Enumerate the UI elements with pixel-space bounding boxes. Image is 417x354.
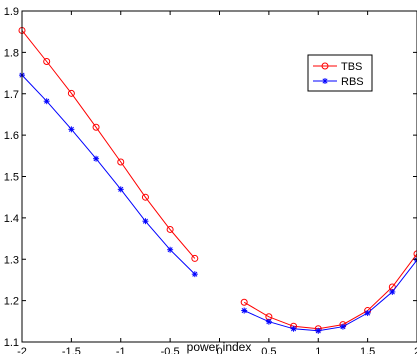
y-tick-label: 1.3 <box>4 254 19 266</box>
data-point-rbs <box>167 246 174 253</box>
ticks-layer: -2 -1.5 -1 -0.5 0 0.5 1 1.5 2 1.1 1.2 1.3 1.4 1.5 1.6 1… <box>4 6 417 354</box>
data-point-tbs <box>141 193 149 201</box>
data-point-tbs <box>240 298 248 306</box>
x-tick-label: 0 <box>216 346 222 354</box>
data-point-rbs <box>290 325 297 332</box>
x-tick-label: -0.5 <box>161 346 180 354</box>
data-point-rbs <box>389 288 396 295</box>
legend-entry-rbs: RBS <box>313 76 364 88</box>
x-tick-label: 1 <box>315 346 321 354</box>
data-point-rbs <box>68 126 75 133</box>
y-tick-label: 1.2 <box>4 296 19 308</box>
data-point-tbs <box>117 158 125 166</box>
x-tick-label: -1.5 <box>62 346 81 354</box>
legend-label-rbs: RBS <box>341 76 364 88</box>
data-point-rbs <box>265 318 272 325</box>
data-point-tbs <box>166 225 174 233</box>
legend-box <box>307 54 373 92</box>
data-point-rbs <box>315 327 322 334</box>
data-point-rbs <box>117 186 124 193</box>
legend-marker-tbs <box>321 62 329 70</box>
data-point-tbs <box>191 254 199 262</box>
y-tick-label: 1.6 <box>4 130 19 142</box>
y-tick-label: 1.1 <box>4 337 19 349</box>
series-line-rbs <box>243 259 417 332</box>
x-axis-label: power index <box>187 340 252 354</box>
x-tick-label: 2 <box>414 346 417 354</box>
data-point-rbs <box>241 307 248 314</box>
data-point-rbs <box>191 271 198 278</box>
x-tick-label: -2 <box>17 346 27 354</box>
x-tick-label: 1.5 <box>360 346 375 354</box>
data-point-tbs <box>43 57 51 65</box>
data-point-tbs <box>92 123 100 131</box>
data-point-rbs <box>43 98 50 105</box>
y-tick-label: 1.4 <box>4 213 19 225</box>
y-tick-label: 1.8 <box>4 47 19 59</box>
data-point-rbs <box>93 155 100 162</box>
y-tick-label: 1.7 <box>4 89 19 101</box>
series-line-tbs <box>21 30 196 259</box>
x-tick-label: 0.5 <box>261 346 276 354</box>
y-tick-label: 1.5 <box>4 172 19 184</box>
data-point-tbs <box>67 89 75 97</box>
data-point-rbs <box>339 323 346 330</box>
data-point-tbs <box>413 250 417 258</box>
legend: TBS RBS <box>307 54 373 92</box>
series-line-rbs <box>21 74 196 275</box>
legend-label-tbs: TBS <box>341 61 362 73</box>
data-point-rbs <box>142 218 149 225</box>
x-tick-label: -1 <box>116 346 126 354</box>
data-point-rbs <box>364 310 371 317</box>
legend-marker-rbs <box>322 78 328 84</box>
legend-entry-tbs: TBS <box>313 61 362 73</box>
series-line-tbs <box>243 253 417 330</box>
series-rbs <box>19 72 417 334</box>
y-tick-label: 1.9 <box>4 6 19 18</box>
data-point-rbs <box>414 257 417 264</box>
